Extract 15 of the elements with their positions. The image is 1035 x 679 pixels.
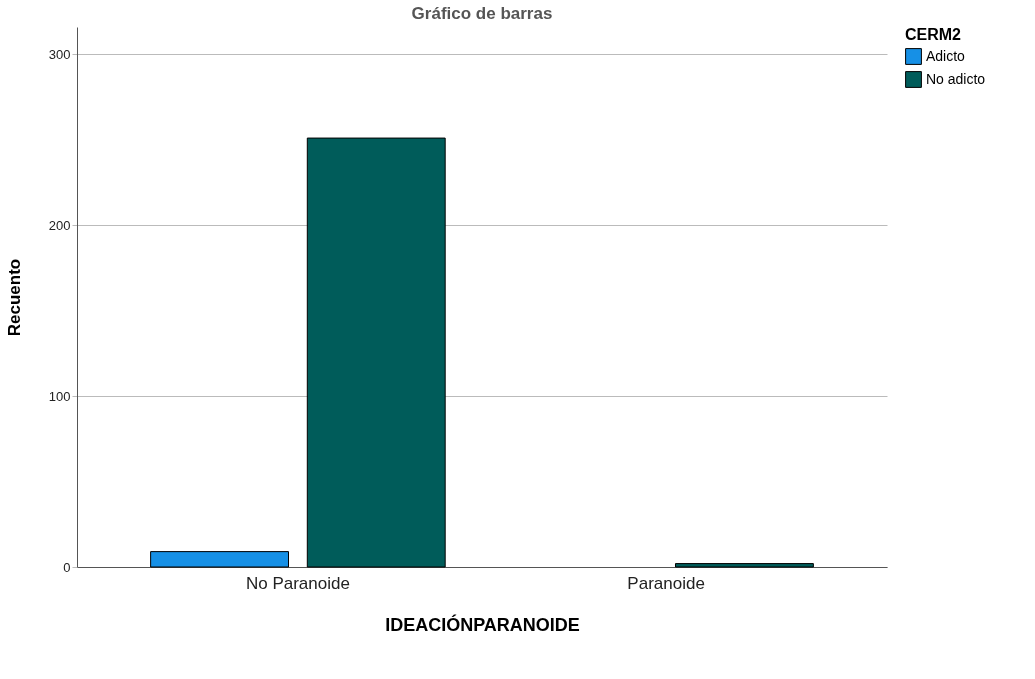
legend-label: No adicto — [926, 70, 986, 87]
x-tick-label: Paranoide — [627, 573, 705, 593]
chart-title: Gráfico de barras — [411, 4, 553, 23]
y-tick-label: 200 — [48, 217, 71, 233]
y-tick-label: 100 — [48, 388, 71, 404]
x-tick-label: No Paranoide — [245, 573, 350, 593]
y-axis-title: Recuento — [4, 258, 24, 337]
legend-title: CERM2 — [905, 26, 962, 43]
bar — [306, 137, 446, 568]
bar — [674, 563, 814, 568]
x-axis-title: IDEACIÓNPARANOIDE — [385, 613, 580, 635]
y-tick-label: 300 — [48, 46, 71, 62]
y-tick-label: 0 — [63, 559, 71, 575]
legend-label: Adicto — [926, 47, 966, 64]
bar — [150, 551, 290, 568]
